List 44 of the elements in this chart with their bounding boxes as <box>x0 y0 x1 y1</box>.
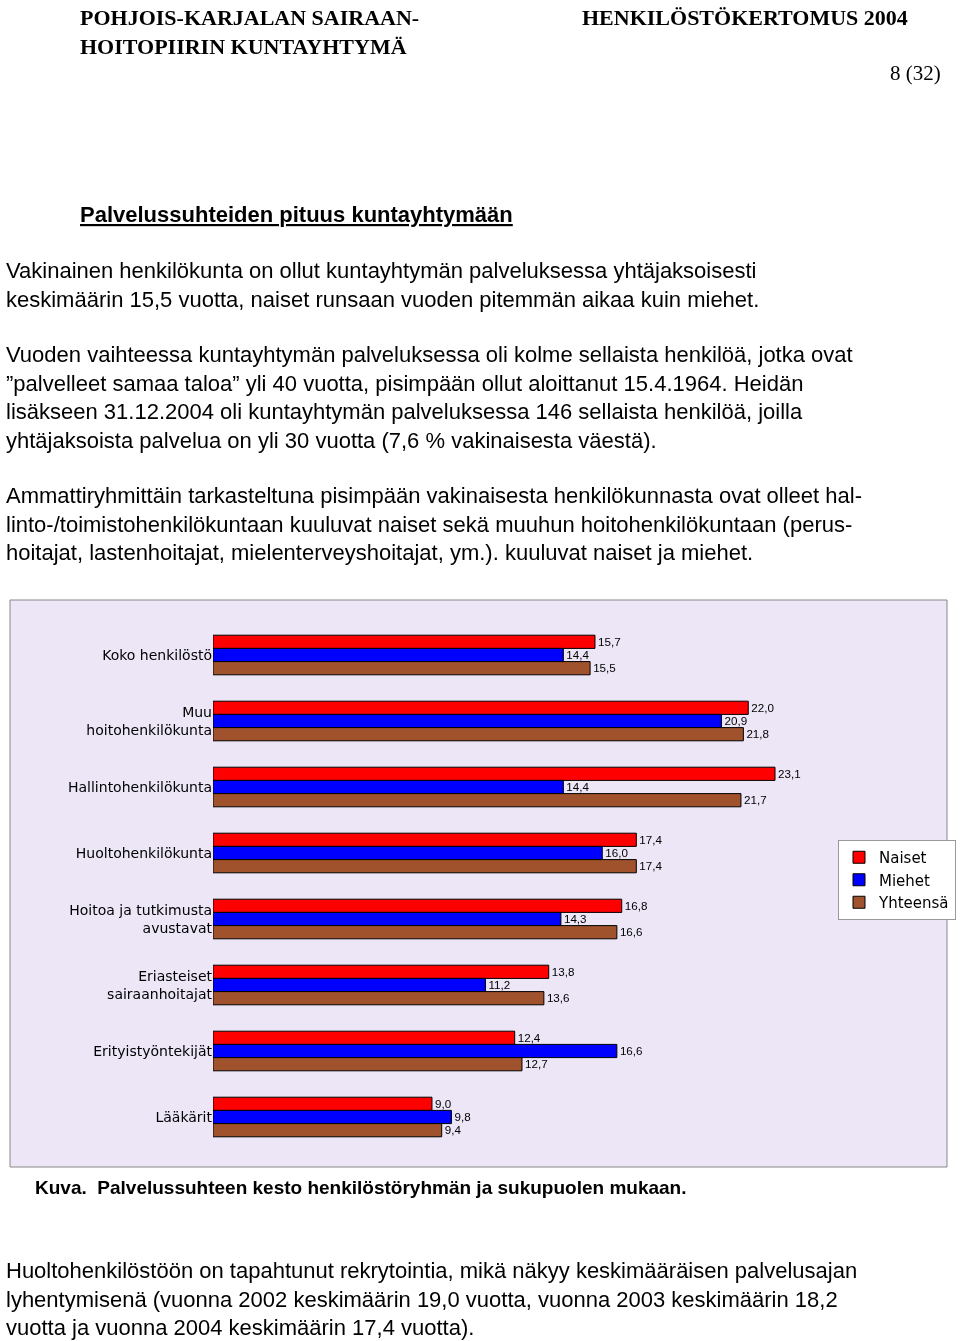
data-label: 16,0 <box>605 846 629 860</box>
data-label: 15,7 <box>597 635 621 649</box>
data-label: 14,4 <box>566 780 590 794</box>
data-label: 9,0 <box>434 1097 452 1111</box>
text: Huoltohenkilöstöön on tapahtunut rekrytointia, mikä näkyy keskimääräisen palvelusajan lyhentymisenä (vuonna 2002 keskimäärin 19,0 vuotta, vuonna 2003 keskimäärin 18,2 vuotta ja vuonna 2004 keskimäärin 17,4 vuotta). <box>6 1258 858 1341</box>
text: Vuoden vaihteessa kuntayhtymän palveluksessa oli kolme sellaista henkilöä, jotka ovat ”palvelleet samaa taloa” yli 40 vuotta, pisimpään ollut aloittanut 15.4.1964. Heidän lisäkseen 31.12.2004 oli kuntayhtymän palveluksessa 146 sellaista henkilöä, joilla yhtäjaksoista palvelua on yli 30 vuotta (7,6 % vakinaisesta väestä). <box>6 342 853 453</box>
data-label: 17,4 <box>639 833 663 847</box>
chart-title: Palvelussuhteiden pituus kuntayhtymään <box>80 202 513 227</box>
legend-label: Miehet <box>879 871 931 890</box>
data-label: 12,7 <box>525 1057 548 1071</box>
y-tick-label: Lääkärit <box>155 1108 213 1125</box>
text: POHJOIS-KARJALAN SAIRAAN- HOITOPIIRIN KUNTAYHTYMÄ <box>80 5 420 59</box>
data-label: 22,0 <box>751 701 775 715</box>
y-tick-label: Eriasteiset sairaanhoitajat <box>107 967 213 1002</box>
y-tick-label: Hoitoa ja tutkimusta avustavat <box>69 901 213 936</box>
data-label: 11,2 <box>488 978 511 992</box>
text: HENKILÖSTÖKERTOMUS 2004 <box>582 5 908 30</box>
data-label: 14,3 <box>563 912 587 926</box>
text: Ammattiryhmittäin tarkasteltuna pisimpään vakinaisesta henkilökunnasta ovat olleet hal- linto-/toimistohenkilökuntaan kuuluvat naiset sekä muuhun hoitohenkilökuntaan (perus- hoitajat, lastenhoitajat, mielenterveyshoitajat, ym.). kuuluvat naiset ja miehet. <box>6 483 862 566</box>
data-label: 16,8 <box>624 899 648 913</box>
data-label: 17,4 <box>639 859 663 873</box>
y-tick-label: Huoltohenkilökunta <box>75 844 212 861</box>
data-label: 16,6 <box>619 925 643 939</box>
text: Vakinainen henkilökunta on ollut kuntayhtymän palveluksessa yhtäjaksoisesti keskimäärin 15,5 vuotta, naiset runsaan vuoden pitemmän aikaa kuin miehet. <box>6 258 760 312</box>
data-label: 15,5 <box>593 661 616 675</box>
y-tick-label: Koko henkilöstö <box>102 646 212 663</box>
data-label: 20,9 <box>724 714 748 728</box>
data-label: 9,4 <box>444 1123 462 1137</box>
legend-label: Naiset <box>879 849 927 868</box>
data-label: 9,8 <box>454 1110 471 1124</box>
legend-label: Yhteensä <box>878 894 949 913</box>
data-label: 13,8 <box>551 965 575 979</box>
data-label: 21,8 <box>746 727 770 741</box>
data-label: 16,6 <box>619 1044 643 1058</box>
text: 8 (32) <box>890 61 941 85</box>
y-tick-label: Erityistyöntekijät <box>93 1042 213 1059</box>
data-label: 23,1 <box>778 767 801 781</box>
data-label: 14,4 <box>566 648 590 662</box>
y-tick-label: Hallintohenkilökunta <box>67 778 212 795</box>
data-label: 21,7 <box>743 793 767 807</box>
y-tick-label: Muu hoitohenkilökunta <box>86 703 212 738</box>
data-label: 13,6 <box>546 991 570 1005</box>
data-label: 12,4 <box>517 1031 541 1045</box>
text: Kuva. Palvelussuhteen kesto henkilöstöryhmän ja sukupuolen mukaan. <box>35 1177 687 1198</box>
